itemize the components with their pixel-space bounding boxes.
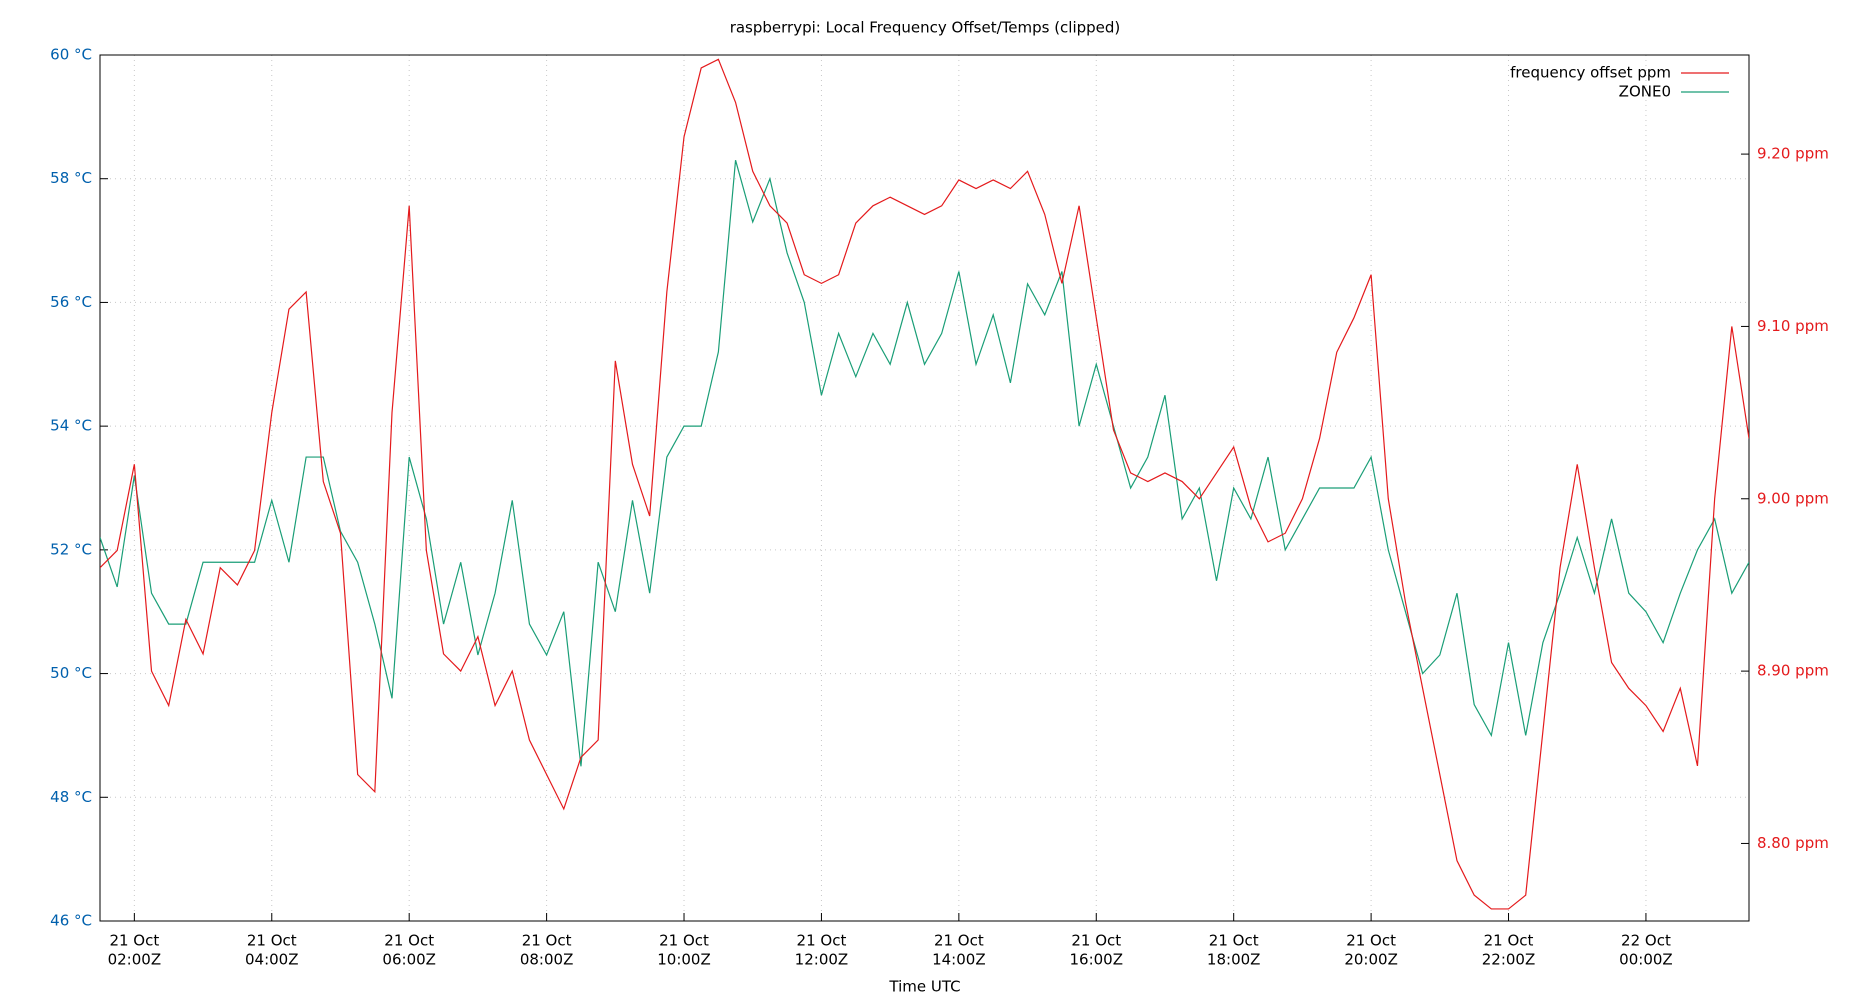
x-tick-label: 12:00Z [795, 951, 849, 969]
x-tick-label: 21 Oct [797, 932, 847, 950]
x-tick-label: 08:00Z [520, 951, 574, 969]
y-tick-label: 54 °C [50, 417, 92, 435]
y-tick-label: 50 °C [50, 664, 92, 682]
chart-title: raspberrypi: Local Frequency Offset/Temp… [730, 19, 1121, 37]
plot-frame [99, 54, 1750, 922]
x-tick-label: 20:00Z [1344, 951, 1398, 969]
x-tick-label: 10:00Z [657, 951, 711, 969]
series-line [100, 159, 1749, 767]
x-tick-label: 02:00Z [108, 951, 162, 969]
y-tick-label: 48 °C [50, 788, 92, 806]
series-line [100, 58, 1749, 910]
x-tick-label: 06:00Z [382, 951, 436, 969]
x-tick-label: 14:00Z [932, 951, 986, 969]
x-tick-label: 00:00Z [1619, 951, 1673, 969]
x-tick-label: 21 Oct [1346, 932, 1396, 950]
y2-tick-label: 9.00 ppm [1757, 489, 1829, 507]
x-tick-label: 16:00Z [1070, 951, 1124, 969]
x-tick-label: 21 Oct [109, 932, 159, 950]
x-tick-label: 22 Oct [1621, 932, 1671, 950]
x-tick-label: 21 Oct [1209, 932, 1259, 950]
legend-label: ZONE0 [1619, 83, 1671, 101]
y2-tick-label: 8.90 ppm [1757, 662, 1829, 680]
y-tick-label: 52 °C [50, 540, 92, 558]
x-tick-label: 21 Oct [659, 932, 709, 950]
y-tick-label: 56 °C [50, 293, 92, 311]
x-axis-label: Time UTC [888, 978, 960, 996]
x-tick-label: 04:00Z [245, 951, 299, 969]
legend-label: frequency offset ppm [1510, 64, 1671, 82]
y2-tick-label: 9.10 ppm [1757, 317, 1829, 335]
y-tick-label: 60 °C [50, 46, 92, 64]
y2-tick-label: 8.80 ppm [1757, 834, 1829, 852]
x-tick-label: 21 Oct [1484, 932, 1534, 950]
x-tick-label: 21 Oct [522, 932, 572, 950]
x-tick-label: 22:00Z [1482, 951, 1536, 969]
x-tick-label: 21 Oct [1071, 932, 1121, 950]
x-tick-label: 21 Oct [247, 932, 297, 950]
y-tick-label: 46 °C [50, 912, 92, 930]
x-tick-label: 21 Oct [384, 932, 434, 950]
plot-area [100, 58, 1749, 910]
x-tick-label: 21 Oct [934, 932, 984, 950]
x-tick-label: 18:00Z [1207, 951, 1261, 969]
y-tick-label: 58 °C [50, 169, 92, 187]
y2-tick-label: 9.20 ppm [1757, 145, 1829, 163]
